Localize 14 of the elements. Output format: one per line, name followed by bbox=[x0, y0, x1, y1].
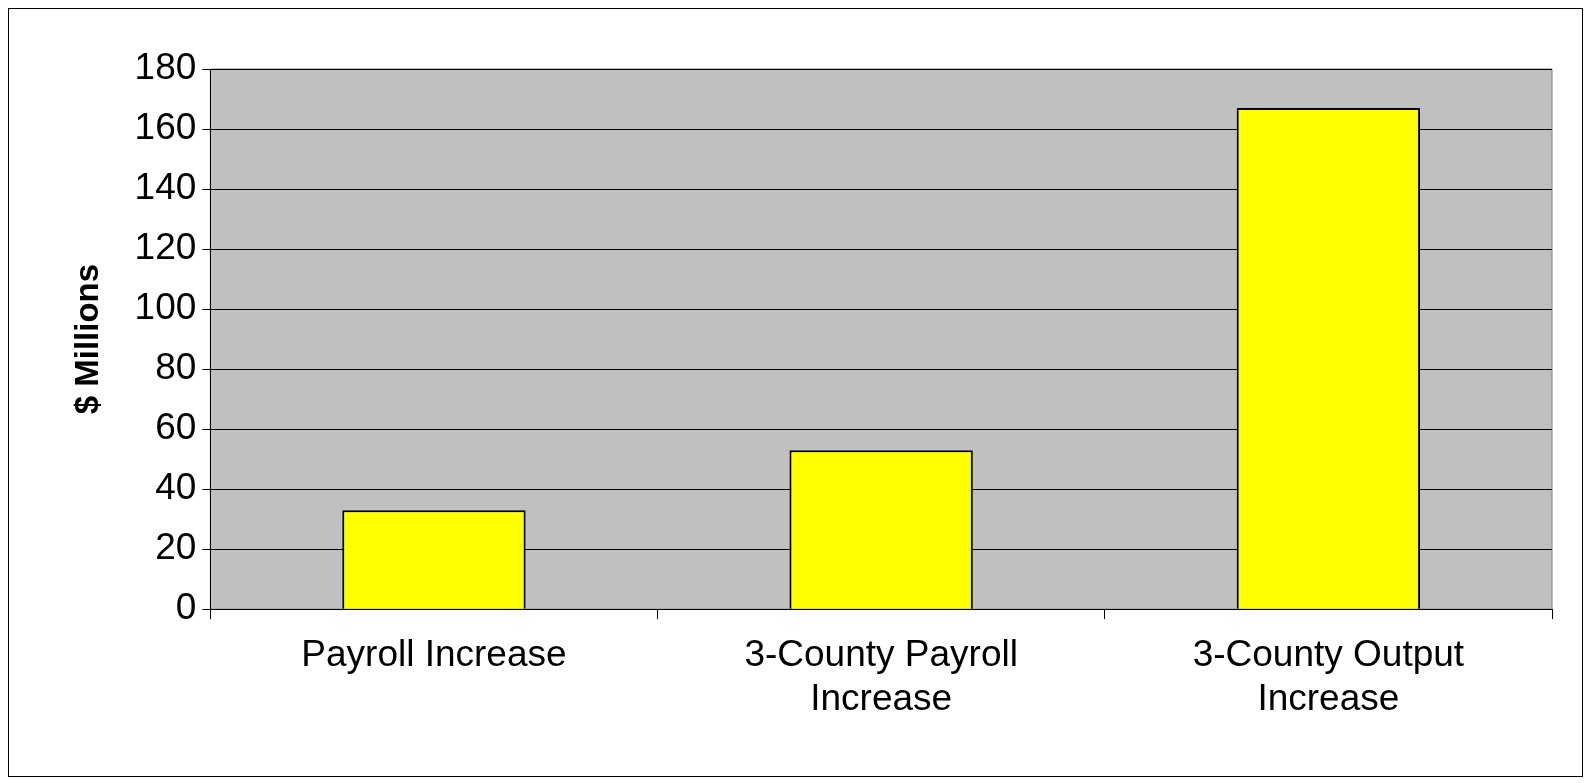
y-tick-label: 140 bbox=[134, 166, 197, 208]
y-tick-label: 120 bbox=[134, 226, 197, 268]
y-tick-label: 180 bbox=[134, 46, 197, 88]
y-tick-label: 20 bbox=[155, 526, 197, 568]
y-tick-label: 160 bbox=[134, 106, 197, 148]
x-tick-label: 3-County Payroll Increase bbox=[744, 632, 1018, 718]
y-tick-label: 60 bbox=[155, 406, 197, 448]
y-tick-label: 100 bbox=[134, 286, 197, 328]
y-tick-label: 40 bbox=[155, 466, 197, 508]
y-tick-label: 80 bbox=[155, 346, 197, 388]
y-tick-label: 0 bbox=[175, 586, 197, 628]
x-tick-label: 3-County Output Increase bbox=[1192, 632, 1465, 718]
x-tick-label: Payroll Increase bbox=[301, 632, 567, 674]
y-axis-title: $ Millions bbox=[67, 263, 105, 415]
